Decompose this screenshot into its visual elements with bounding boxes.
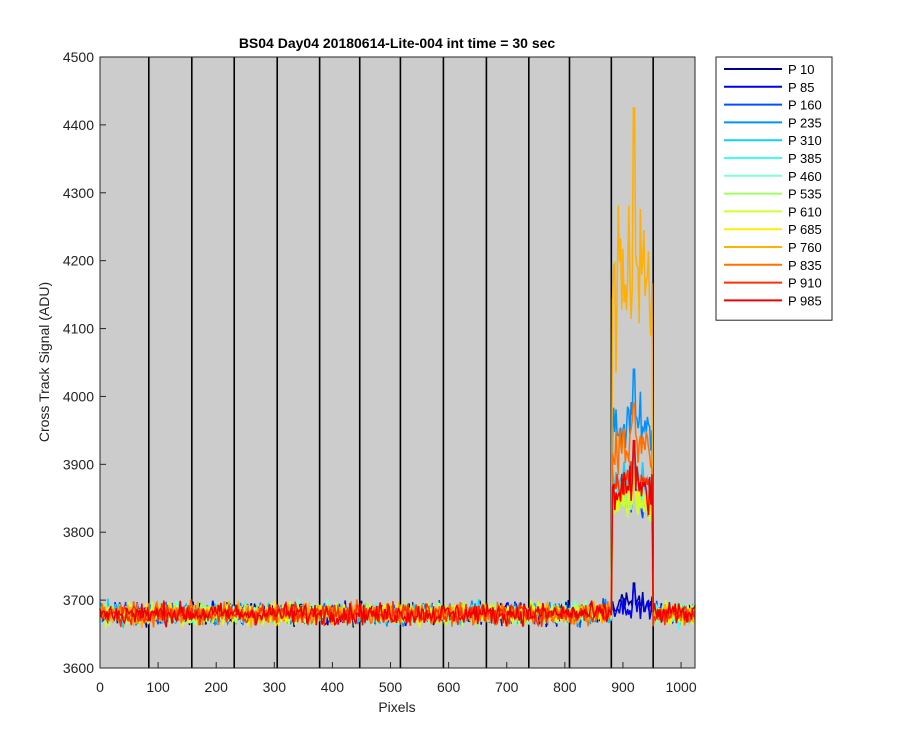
x-tick-label: 100 bbox=[146, 679, 170, 695]
x-tick-label: 900 bbox=[611, 679, 635, 695]
legend-label: P 610 bbox=[788, 204, 822, 219]
legend-label: P 835 bbox=[788, 258, 822, 273]
legend-label: P 685 bbox=[788, 222, 822, 237]
legend-label: P 85 bbox=[788, 80, 815, 95]
legend-label: P 910 bbox=[788, 276, 822, 291]
legend-label: P 985 bbox=[788, 293, 822, 308]
y-tick-label: 4500 bbox=[63, 49, 94, 65]
plot-frame bbox=[99, 56, 696, 669]
legend-label: P 310 bbox=[788, 133, 822, 148]
legend-label: P 535 bbox=[788, 187, 822, 202]
y-tick-label: 4200 bbox=[63, 253, 94, 269]
legend-label: P 385 bbox=[788, 151, 822, 166]
x-tick-label: 700 bbox=[495, 679, 519, 695]
plot-background bbox=[100, 57, 695, 668]
legend-label: P 760 bbox=[788, 240, 822, 255]
legend-label: P 160 bbox=[788, 98, 822, 113]
legend-label: P 10 bbox=[788, 62, 815, 77]
x-tick-label: 600 bbox=[437, 679, 461, 695]
x-tick-label: 800 bbox=[553, 679, 577, 695]
x-tick-label: 200 bbox=[205, 679, 229, 695]
x-axis-label: Pixels bbox=[378, 699, 415, 715]
y-tick-label: 3800 bbox=[63, 524, 94, 540]
chart-title: BS04 Day04 20180614-Lite-004 int time = … bbox=[239, 35, 556, 51]
x-tick-label: 0 bbox=[96, 679, 104, 695]
x-tick-label: 1000 bbox=[665, 679, 696, 695]
y-tick-label: 3700 bbox=[63, 592, 94, 608]
y-tick-label: 3900 bbox=[63, 456, 94, 472]
x-tick-label: 300 bbox=[263, 679, 287, 695]
x-tick-label: 400 bbox=[321, 679, 345, 695]
x-axis: 0 100 200 300 400 500 600 700 800 900 1000 bbox=[96, 662, 697, 695]
y-tick-label: 4000 bbox=[63, 388, 94, 404]
y-tick-label: 4400 bbox=[63, 117, 94, 133]
y-tick-label: 4100 bbox=[63, 321, 94, 337]
y-tick-label: 4300 bbox=[63, 185, 94, 201]
y-axis: 3600 3700 3800 3900 4000 4100 4200 4300 4400 4500 bbox=[63, 49, 106, 676]
legend-box bbox=[715, 56, 833, 321]
series-line-p-985 bbox=[99, 439, 696, 628]
series-layer bbox=[99, 107, 696, 630]
legend: P 10 P 85 P 160 P 235 P 310 P 385 P 460 P 535 P … bbox=[715, 56, 833, 321]
legend-label: P 235 bbox=[788, 115, 822, 130]
y-axis-label: Cross Track Signal (ADU) bbox=[36, 282, 52, 442]
x-tick-label: 500 bbox=[379, 679, 403, 695]
legend-label: P 460 bbox=[788, 169, 822, 184]
y-tick-label: 3600 bbox=[63, 660, 94, 676]
